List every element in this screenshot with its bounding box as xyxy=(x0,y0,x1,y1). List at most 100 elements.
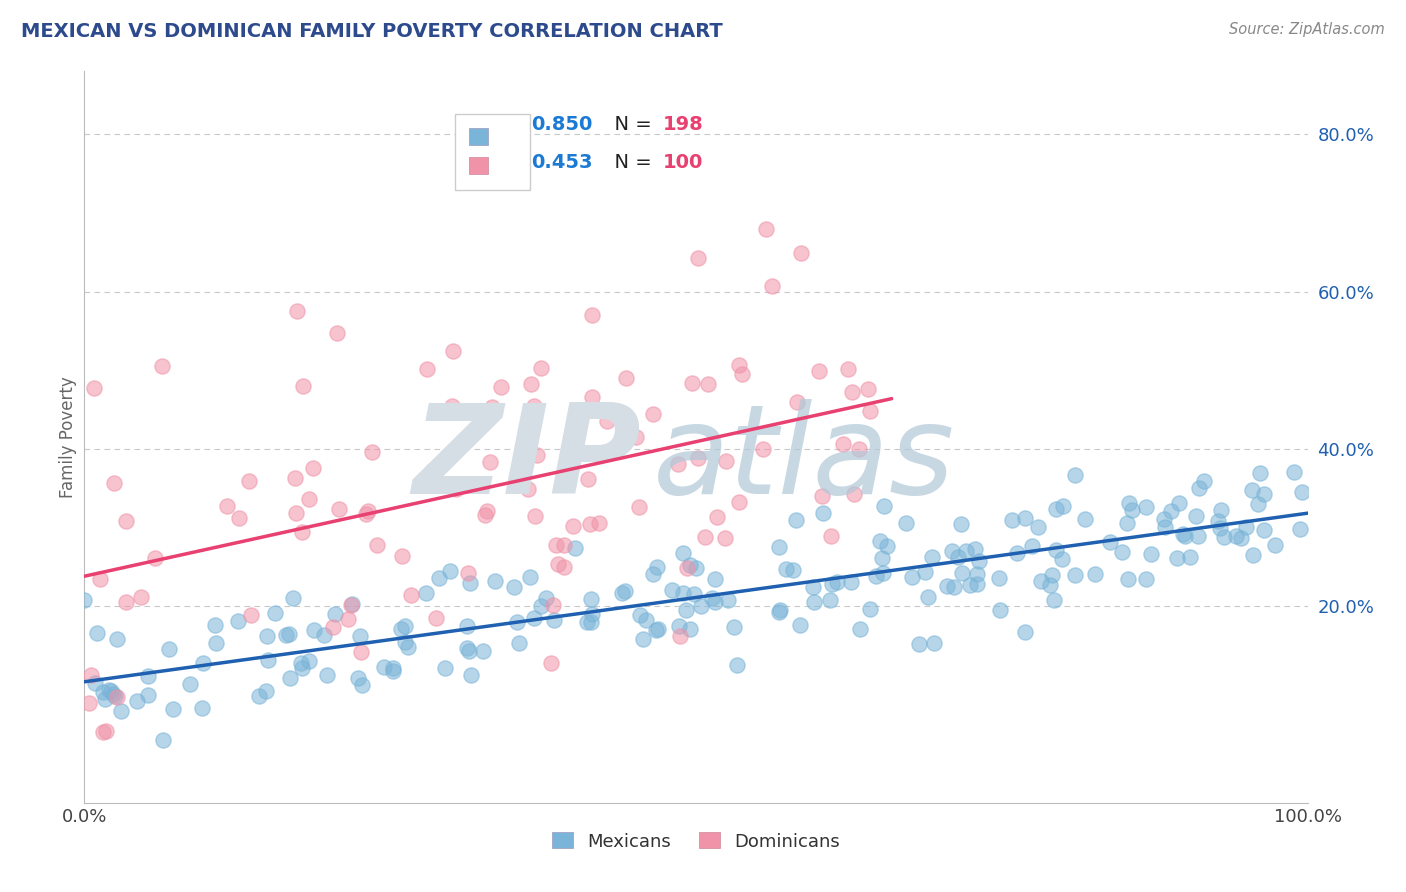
Point xyxy=(966,576,988,591)
Point xyxy=(238,474,260,488)
Point xyxy=(859,404,882,418)
Point xyxy=(553,539,575,553)
Point xyxy=(876,539,898,553)
Point xyxy=(676,560,699,574)
Point xyxy=(1118,496,1140,510)
Point xyxy=(103,687,125,701)
Point xyxy=(1099,534,1122,549)
Point xyxy=(859,602,882,616)
Point xyxy=(401,588,423,602)
Point xyxy=(669,629,692,643)
Point xyxy=(530,599,553,614)
Point xyxy=(1074,512,1097,526)
Point xyxy=(966,567,988,582)
Point xyxy=(427,571,450,585)
Point xyxy=(366,538,388,552)
Point xyxy=(256,629,278,643)
Point xyxy=(546,538,568,552)
Point xyxy=(439,564,461,578)
Point xyxy=(693,530,716,544)
Point xyxy=(283,591,305,605)
Point xyxy=(389,622,412,636)
Point xyxy=(578,516,600,531)
Point xyxy=(811,506,834,520)
Point xyxy=(1160,503,1182,517)
Point xyxy=(323,607,346,621)
Point xyxy=(681,376,703,390)
Point xyxy=(775,562,797,576)
Point xyxy=(190,701,212,715)
Point xyxy=(337,611,360,625)
Point xyxy=(416,362,439,376)
Point xyxy=(858,382,880,396)
Point xyxy=(908,637,931,651)
Point xyxy=(839,575,862,590)
Point xyxy=(914,565,936,579)
Point xyxy=(641,408,664,422)
Point xyxy=(717,593,740,607)
Point xyxy=(415,585,437,599)
Point xyxy=(706,509,728,524)
Point xyxy=(1291,485,1313,500)
Point xyxy=(716,454,738,468)
Point xyxy=(440,399,463,413)
Point xyxy=(631,632,654,646)
Point xyxy=(811,489,834,503)
Point xyxy=(1178,550,1201,565)
Point xyxy=(865,568,887,582)
Point xyxy=(1021,539,1043,553)
Point xyxy=(1241,483,1264,497)
Point xyxy=(1185,508,1208,523)
Point xyxy=(647,622,669,636)
Point xyxy=(645,559,668,574)
Point xyxy=(541,598,564,612)
Point xyxy=(456,619,478,633)
Point xyxy=(751,442,773,457)
Point xyxy=(614,583,637,598)
Point xyxy=(807,364,830,378)
Point xyxy=(1064,567,1087,582)
Point xyxy=(1052,499,1074,513)
Point xyxy=(965,541,987,556)
Point xyxy=(679,622,702,636)
Point xyxy=(481,401,503,415)
Point xyxy=(347,671,370,685)
Point xyxy=(425,611,447,625)
Point xyxy=(89,573,111,587)
Point xyxy=(100,683,122,698)
Point xyxy=(789,246,811,260)
Point xyxy=(115,514,138,528)
Point xyxy=(666,457,689,471)
Point xyxy=(628,500,651,515)
Point xyxy=(298,654,321,668)
Point xyxy=(520,377,543,392)
Point xyxy=(1243,548,1265,562)
Point xyxy=(820,529,842,543)
Point xyxy=(922,636,945,650)
Point xyxy=(239,608,262,623)
Point xyxy=(1289,522,1312,536)
Point xyxy=(98,682,121,697)
Point xyxy=(990,603,1012,617)
Point xyxy=(645,623,668,637)
Text: 0.453: 0.453 xyxy=(531,153,592,171)
Text: 198: 198 xyxy=(664,114,703,134)
Point xyxy=(506,615,529,629)
Point xyxy=(517,482,540,496)
Point xyxy=(457,644,479,658)
Text: MEXICAN VS DOMINICAN FAMILY POVERTY CORRELATION CHART: MEXICAN VS DOMINICAN FAMILY POVERTY CORR… xyxy=(21,22,723,41)
Point xyxy=(831,436,853,450)
Point xyxy=(873,499,896,513)
Point xyxy=(731,367,754,381)
Point xyxy=(943,580,966,594)
Point xyxy=(291,524,314,539)
Point xyxy=(581,308,603,322)
Point xyxy=(456,640,478,655)
Point xyxy=(1247,497,1270,511)
Point xyxy=(636,613,658,627)
Point xyxy=(1253,487,1275,501)
Point xyxy=(519,570,541,584)
Point xyxy=(1249,466,1271,480)
Point xyxy=(1135,573,1157,587)
Point xyxy=(125,693,148,707)
